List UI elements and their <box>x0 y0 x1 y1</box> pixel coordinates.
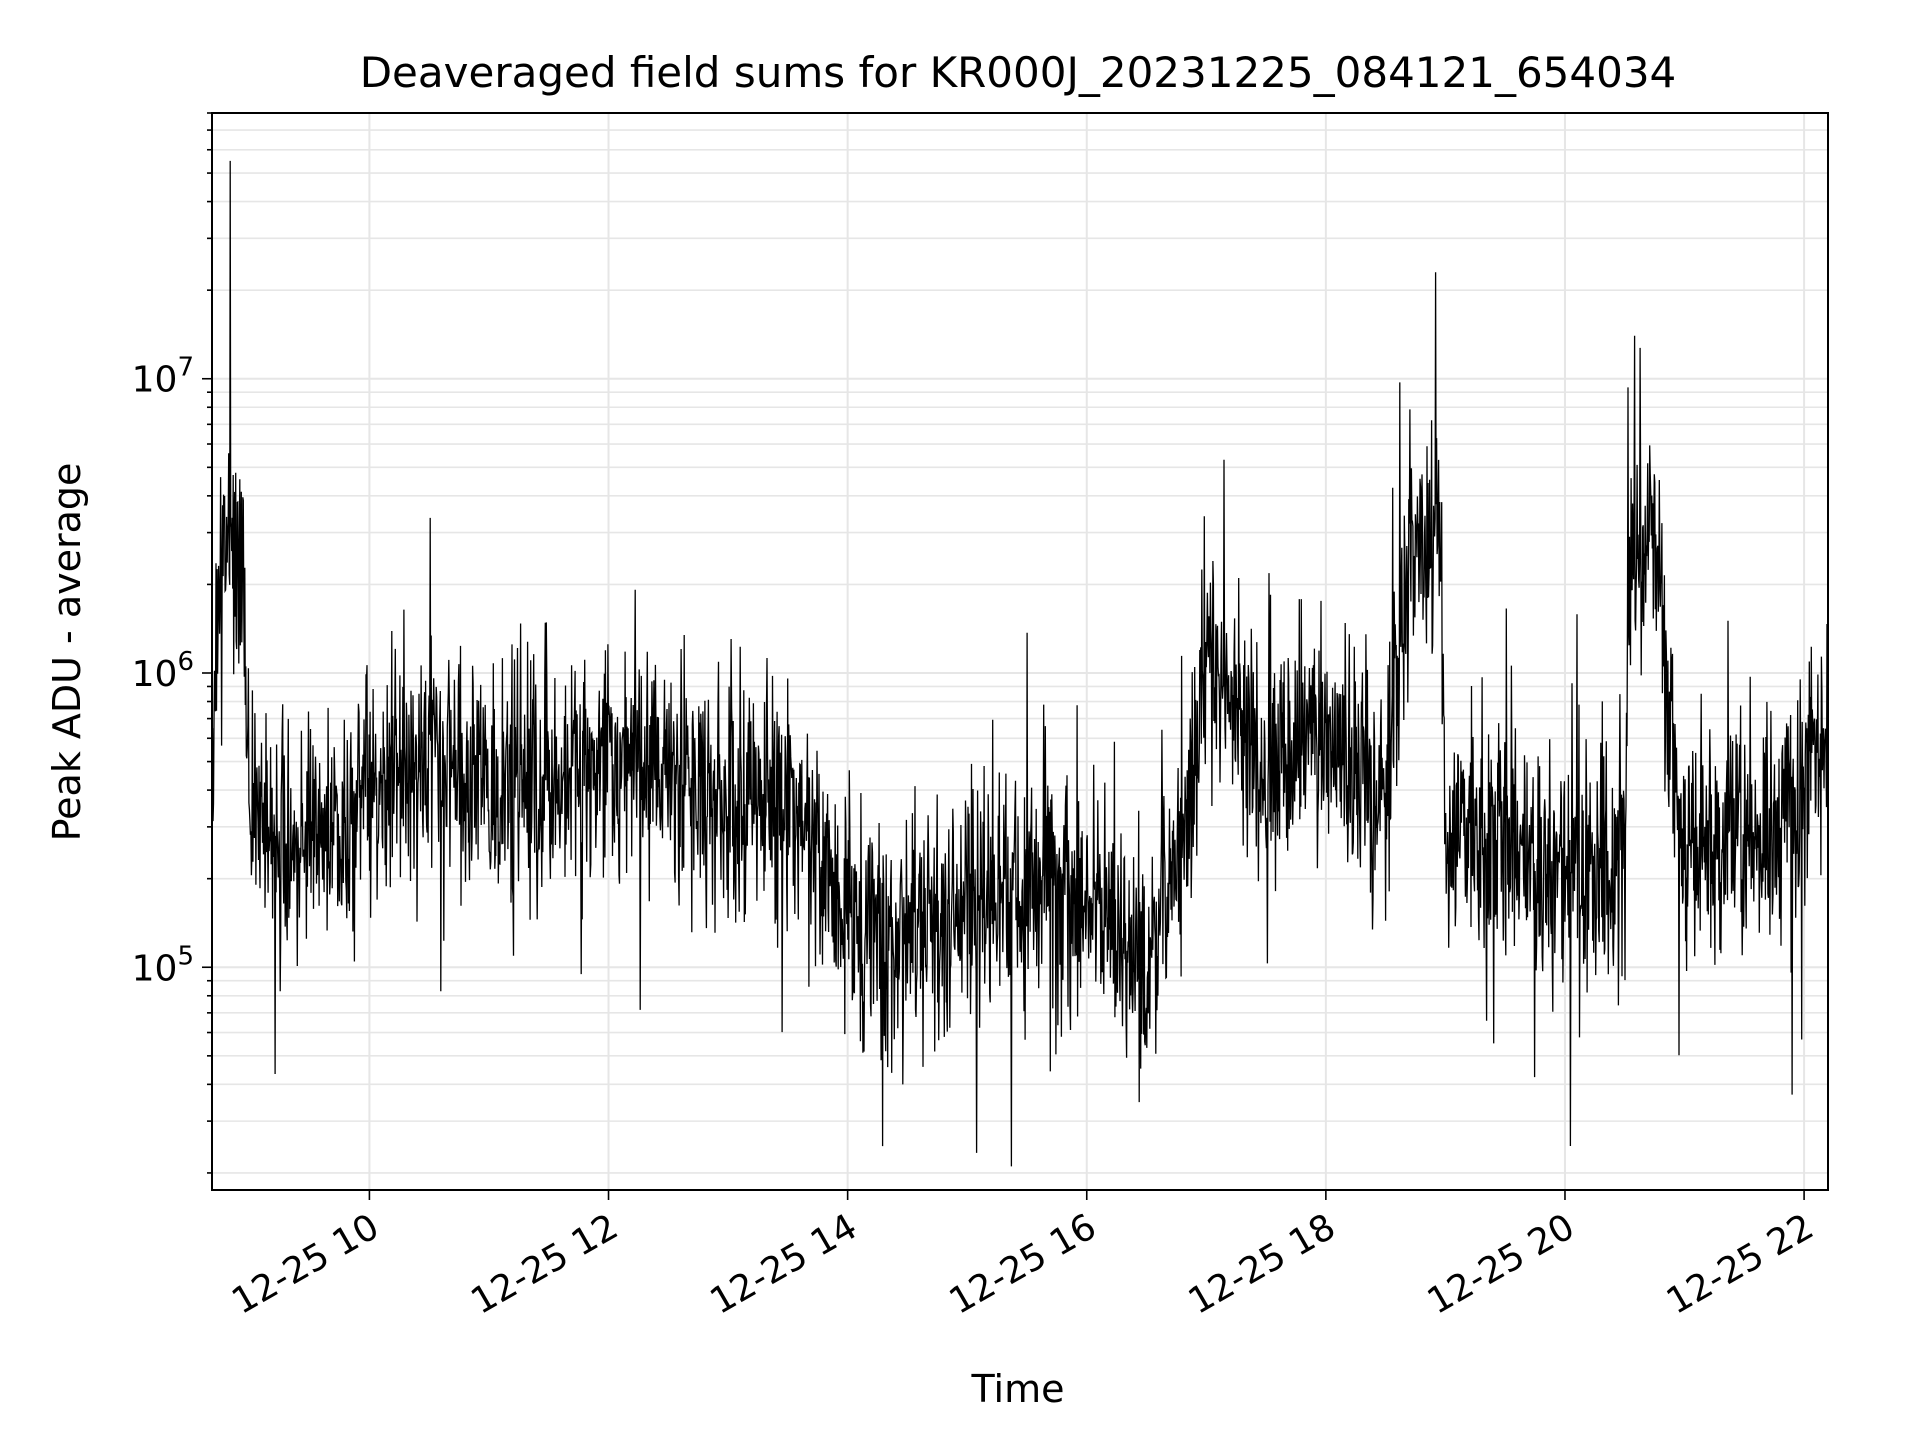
chart-title: Deaveraged field sums for KR000J_2023122… <box>360 48 1677 97</box>
y-axis-label: Peak ADU - average <box>45 463 89 842</box>
data-line-series <box>211 160 1829 1167</box>
y-tick-label: 105 <box>132 941 194 989</box>
grid-lines <box>212 112 1828 1190</box>
y-tick-label: 107 <box>132 353 194 401</box>
x-axis-label: Time <box>971 1367 1065 1411</box>
plot-frame <box>211 112 1829 1191</box>
x-axis-ticks: 12-25 10 12-25 12 12-25 14 12-25 16 12-25 18… <box>225 1190 1821 1323</box>
x-tick-label: 12-25 16 <box>943 1206 1104 1322</box>
y-tick-label: 106 <box>132 647 194 695</box>
y-axis-ticks: 105 106 107 <box>132 112 212 1174</box>
x-tick-label: 12-25 20 <box>1421 1206 1582 1322</box>
data-line <box>211 160 1829 1167</box>
x-tick-label: 12-25 22 <box>1660 1206 1821 1322</box>
x-tick-label: 12-25 12 <box>464 1206 625 1322</box>
x-tick-label: 12-25 10 <box>225 1206 386 1322</box>
x-tick-label: 12-25 18 <box>1182 1206 1343 1322</box>
x-tick-label: 12-25 14 <box>703 1206 864 1322</box>
